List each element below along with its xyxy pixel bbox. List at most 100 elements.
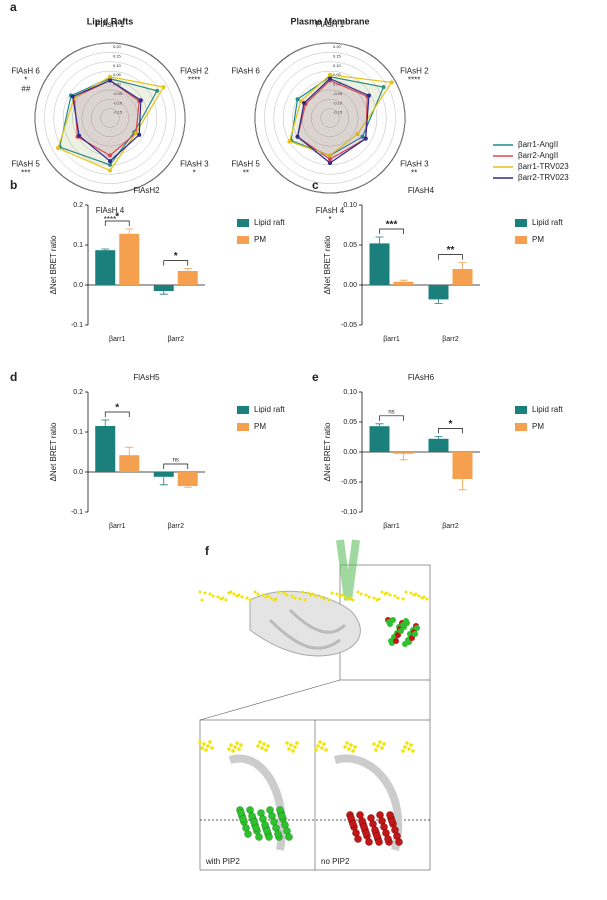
axis-label: FlAsH 3	[400, 160, 429, 169]
y-tick-label: -0.10	[341, 509, 357, 516]
radar-ring	[34, 42, 186, 194]
radar-point	[328, 161, 332, 165]
significance-bracket	[163, 260, 189, 266]
lipid-bead	[202, 742, 206, 746]
radar-point	[161, 85, 166, 90]
significance-label: ns	[173, 458, 179, 464]
bar	[452, 269, 473, 285]
lipid-bead	[403, 745, 407, 749]
y-tick-label: 0.00	[343, 449, 357, 456]
residue-bead	[388, 817, 396, 825]
y-axis-label: ΔNet BRET ratio	[49, 422, 58, 482]
lipid-bead	[306, 591, 310, 595]
lipid-bead	[301, 590, 305, 594]
protein-ribbon	[268, 608, 347, 650]
radar-tick-label: 0.05	[113, 72, 122, 77]
error-bar	[434, 436, 443, 439]
lipid-bead	[198, 590, 202, 594]
lipid-bead	[258, 740, 262, 744]
x-tick-label: βarr1	[383, 336, 400, 343]
lipid-bead	[351, 749, 355, 753]
lipid-bead	[330, 591, 334, 595]
legend-label: Lipid raft	[532, 405, 563, 414]
error-bar	[159, 291, 168, 295]
radar-point	[108, 78, 112, 83]
panel-letter: d	[10, 370, 17, 384]
y-tick-label: -0.05	[341, 322, 357, 329]
radar-tick-label: -0.05	[333, 91, 343, 96]
axis-label: FlAsH 2	[400, 67, 429, 76]
lipid-bead	[277, 590, 281, 594]
y-tick-label: 0.1	[73, 242, 83, 249]
lipid-bead	[298, 597, 302, 601]
legend-swatch	[515, 406, 527, 414]
axis-label: FlAsH 6	[11, 67, 40, 76]
lipid-bead	[425, 597, 429, 601]
panel-letter: e	[312, 370, 319, 384]
lipid-bead	[311, 592, 315, 596]
legend-label: βarr1-TRV023	[518, 162, 569, 171]
legend-label: Lipid raft	[254, 218, 285, 227]
x-tick-label: βarr2	[168, 336, 185, 343]
y-tick-label: 0.00	[343, 282, 357, 289]
residue-bead	[412, 631, 418, 637]
lipid-bead	[282, 591, 286, 595]
error-bar	[458, 479, 467, 491]
residue-bead	[414, 625, 420, 631]
lipid-bead	[200, 746, 204, 750]
lipid-bead	[343, 745, 347, 749]
lipid-bead	[345, 741, 349, 745]
lipid-bead	[351, 598, 355, 602]
y-tick-label: -0.1	[71, 509, 83, 516]
radar-point	[366, 93, 371, 98]
inset-label: with PIP2	[205, 857, 240, 866]
bar	[153, 472, 174, 477]
radar-point	[328, 157, 332, 162]
y-axis-label: ΔNet BRET ratio	[323, 235, 332, 295]
lipid-bead	[353, 745, 357, 749]
lipid-bead	[229, 590, 233, 594]
lipid-bead	[388, 593, 392, 597]
lipid-bead	[364, 593, 368, 597]
residue-bead	[274, 830, 282, 838]
legend-swatch	[237, 219, 249, 227]
radar-point	[137, 132, 142, 137]
lipid-bead	[245, 596, 249, 600]
legend-label: PM	[532, 235, 544, 244]
lipid-bead	[240, 595, 244, 599]
radar-point	[138, 98, 143, 103]
radar-point	[360, 134, 365, 139]
significance-label: *	[449, 419, 453, 430]
axis-label: FlAsH 1	[96, 20, 125, 29]
radar-point	[381, 85, 386, 90]
radar-ring	[44, 52, 176, 184]
radar-tick-label: 0.15	[113, 53, 122, 58]
lipid-bead	[407, 747, 411, 751]
lipid-bead	[359, 592, 363, 596]
lipid-bead	[216, 595, 220, 599]
bar	[452, 452, 473, 479]
residue-bead	[252, 824, 260, 832]
bar	[177, 271, 198, 285]
significance-bracket	[438, 428, 463, 434]
axis-label: FlAsH 3	[180, 160, 209, 169]
radar-point	[355, 131, 360, 136]
significance-bracket	[163, 463, 189, 469]
x-tick-label: βarr2	[442, 523, 459, 530]
radar-point	[295, 134, 300, 139]
radar-point	[298, 99, 303, 104]
radar-ring	[320, 108, 340, 128]
radar-point	[108, 162, 112, 167]
residue-bead	[375, 838, 383, 846]
lipid-bead	[290, 594, 294, 598]
axis-label: FlAsH 6	[231, 67, 260, 76]
lipid-bead	[318, 740, 322, 744]
significance-note: **	[411, 169, 417, 178]
significance-note: *	[328, 215, 331, 224]
radar-tick-label: 0.00	[113, 82, 122, 87]
radar-tick-label: -0.10	[113, 100, 123, 105]
residue-bead	[365, 838, 373, 846]
y-tick-label: 0.10	[343, 389, 357, 396]
lipid-bead	[335, 592, 339, 596]
lipid-bead	[401, 749, 405, 753]
